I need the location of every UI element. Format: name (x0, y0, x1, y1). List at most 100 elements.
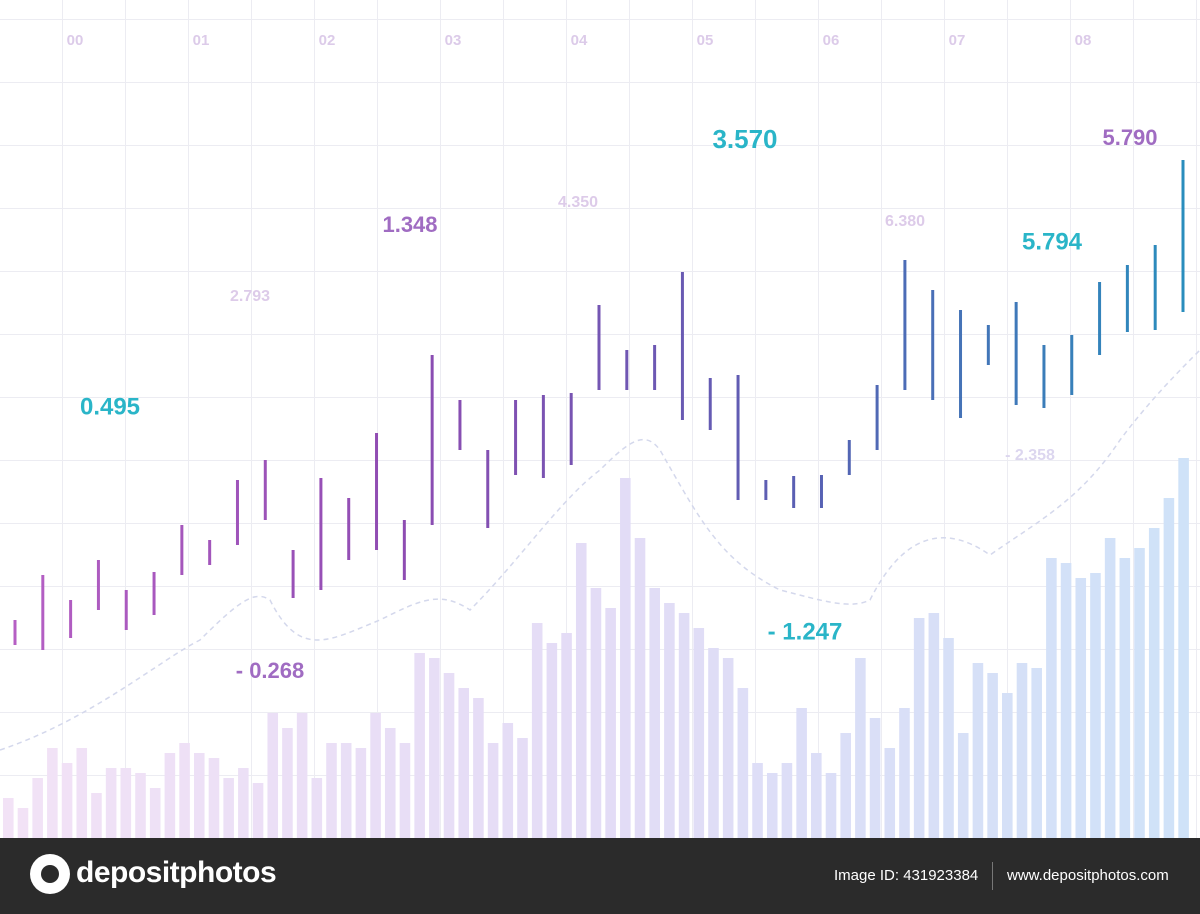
volume-bar (722, 658, 734, 838)
volume-bar (1075, 578, 1087, 838)
time-label: 05 (697, 32, 714, 49)
volume-bar (399, 743, 411, 838)
volume-bar (355, 748, 367, 838)
volume-bar (149, 788, 161, 838)
volume-bar (928, 613, 940, 838)
trend-line (0, 349, 1200, 751)
volume-bar (473, 698, 484, 838)
volume-bar (1002, 693, 1013, 838)
volume-bar (1148, 528, 1160, 838)
time-label: 07 (949, 32, 966, 49)
volume-bar (546, 643, 558, 838)
volume-bar (32, 778, 43, 838)
volume-bar (223, 778, 234, 838)
volume-bar (620, 478, 631, 838)
volume-bar (575, 543, 587, 838)
volume-bar (340, 743, 352, 838)
time-label: 04 (571, 32, 588, 49)
volume-bar (840, 733, 851, 838)
volume-bar (179, 743, 190, 838)
volume-bar (1016, 663, 1028, 838)
volume-bar (311, 778, 323, 838)
volume-bar (1046, 558, 1057, 838)
volume-bar (517, 738, 528, 838)
volume-bar (766, 773, 778, 838)
annotation: - 0.268 (236, 658, 305, 683)
volume-bar (326, 743, 337, 838)
brand: depositphotos (76, 856, 277, 889)
volume-bar (605, 608, 616, 838)
volume-bar (120, 768, 132, 838)
volume-bar (502, 723, 514, 838)
volume-bar (296, 713, 308, 838)
volume-bar (957, 733, 969, 838)
time-label: 06 (823, 32, 840, 49)
footer: depositphotos Image ID: 431923384 www.de… (0, 838, 1200, 914)
volume-bar (943, 638, 954, 838)
volume-bar (796, 708, 807, 838)
volume-bar (855, 658, 866, 838)
time-label: 03 (445, 32, 462, 49)
volume-bar (135, 773, 146, 838)
annotation: - 2.358 (1005, 447, 1055, 464)
volume-bar (884, 748, 896, 838)
chart: 00010203040506070800.4952.7931.3484.3503… (0, 0, 1200, 838)
time-label: 01 (193, 32, 210, 49)
logo (30, 854, 70, 894)
annotation: 0.495 (80, 393, 140, 420)
volume-bar (267, 713, 279, 838)
volume-bar (105, 768, 117, 838)
volume-bar (737, 688, 749, 838)
volume-bar (634, 538, 646, 838)
volume-bar (17, 808, 29, 838)
volume-bar (1163, 498, 1175, 838)
volume-bar (972, 663, 984, 838)
annotation: 5.794 (1022, 228, 1083, 255)
volume-bar (429, 658, 440, 838)
volume-bar (869, 718, 881, 838)
time-label: 00 (67, 32, 84, 49)
volume-bar (649, 588, 660, 838)
volume-bar (47, 748, 58, 838)
volume-bar (1031, 668, 1042, 838)
volume-bar (1119, 558, 1131, 838)
volume-bar (61, 763, 73, 838)
volume-bar (708, 648, 719, 838)
volume-bar (370, 713, 381, 838)
volume-bar (561, 633, 572, 838)
volume-bar (458, 688, 470, 838)
annotation: 2.793 (230, 288, 270, 305)
volume-bar (208, 758, 220, 838)
volume-bar (752, 763, 763, 838)
volume-bar (91, 793, 102, 838)
volume-bar (811, 753, 822, 838)
volume-bar (1104, 538, 1116, 838)
volume-bar (252, 783, 264, 838)
volume-bar (3, 798, 14, 838)
volume-bar (238, 768, 249, 838)
site-url: www.depositphotos.com (1007, 867, 1169, 884)
time-label: 02 (319, 32, 336, 49)
volume-bar (164, 753, 176, 838)
volume-bar (282, 728, 293, 838)
annotation: - 1.247 (768, 618, 843, 645)
volume-bar (76, 748, 88, 838)
separator (992, 862, 993, 890)
annotation: 1.348 (382, 212, 437, 237)
volume-bar (1134, 548, 1145, 838)
volume-bar (487, 743, 499, 838)
volume-bar (678, 613, 690, 838)
volume-bar (899, 708, 910, 838)
volume-bar (913, 618, 925, 838)
volume-bar (1178, 458, 1189, 838)
volume-bar (1060, 563, 1072, 838)
volume-bar (693, 628, 705, 838)
volume-bar (590, 588, 602, 838)
volume-bar (193, 753, 205, 838)
volume-bar (781, 763, 793, 838)
annotation: 6.380 (885, 213, 925, 230)
volume-bar (531, 623, 543, 838)
volume-bar (384, 728, 396, 838)
volume-bar (414, 653, 425, 838)
